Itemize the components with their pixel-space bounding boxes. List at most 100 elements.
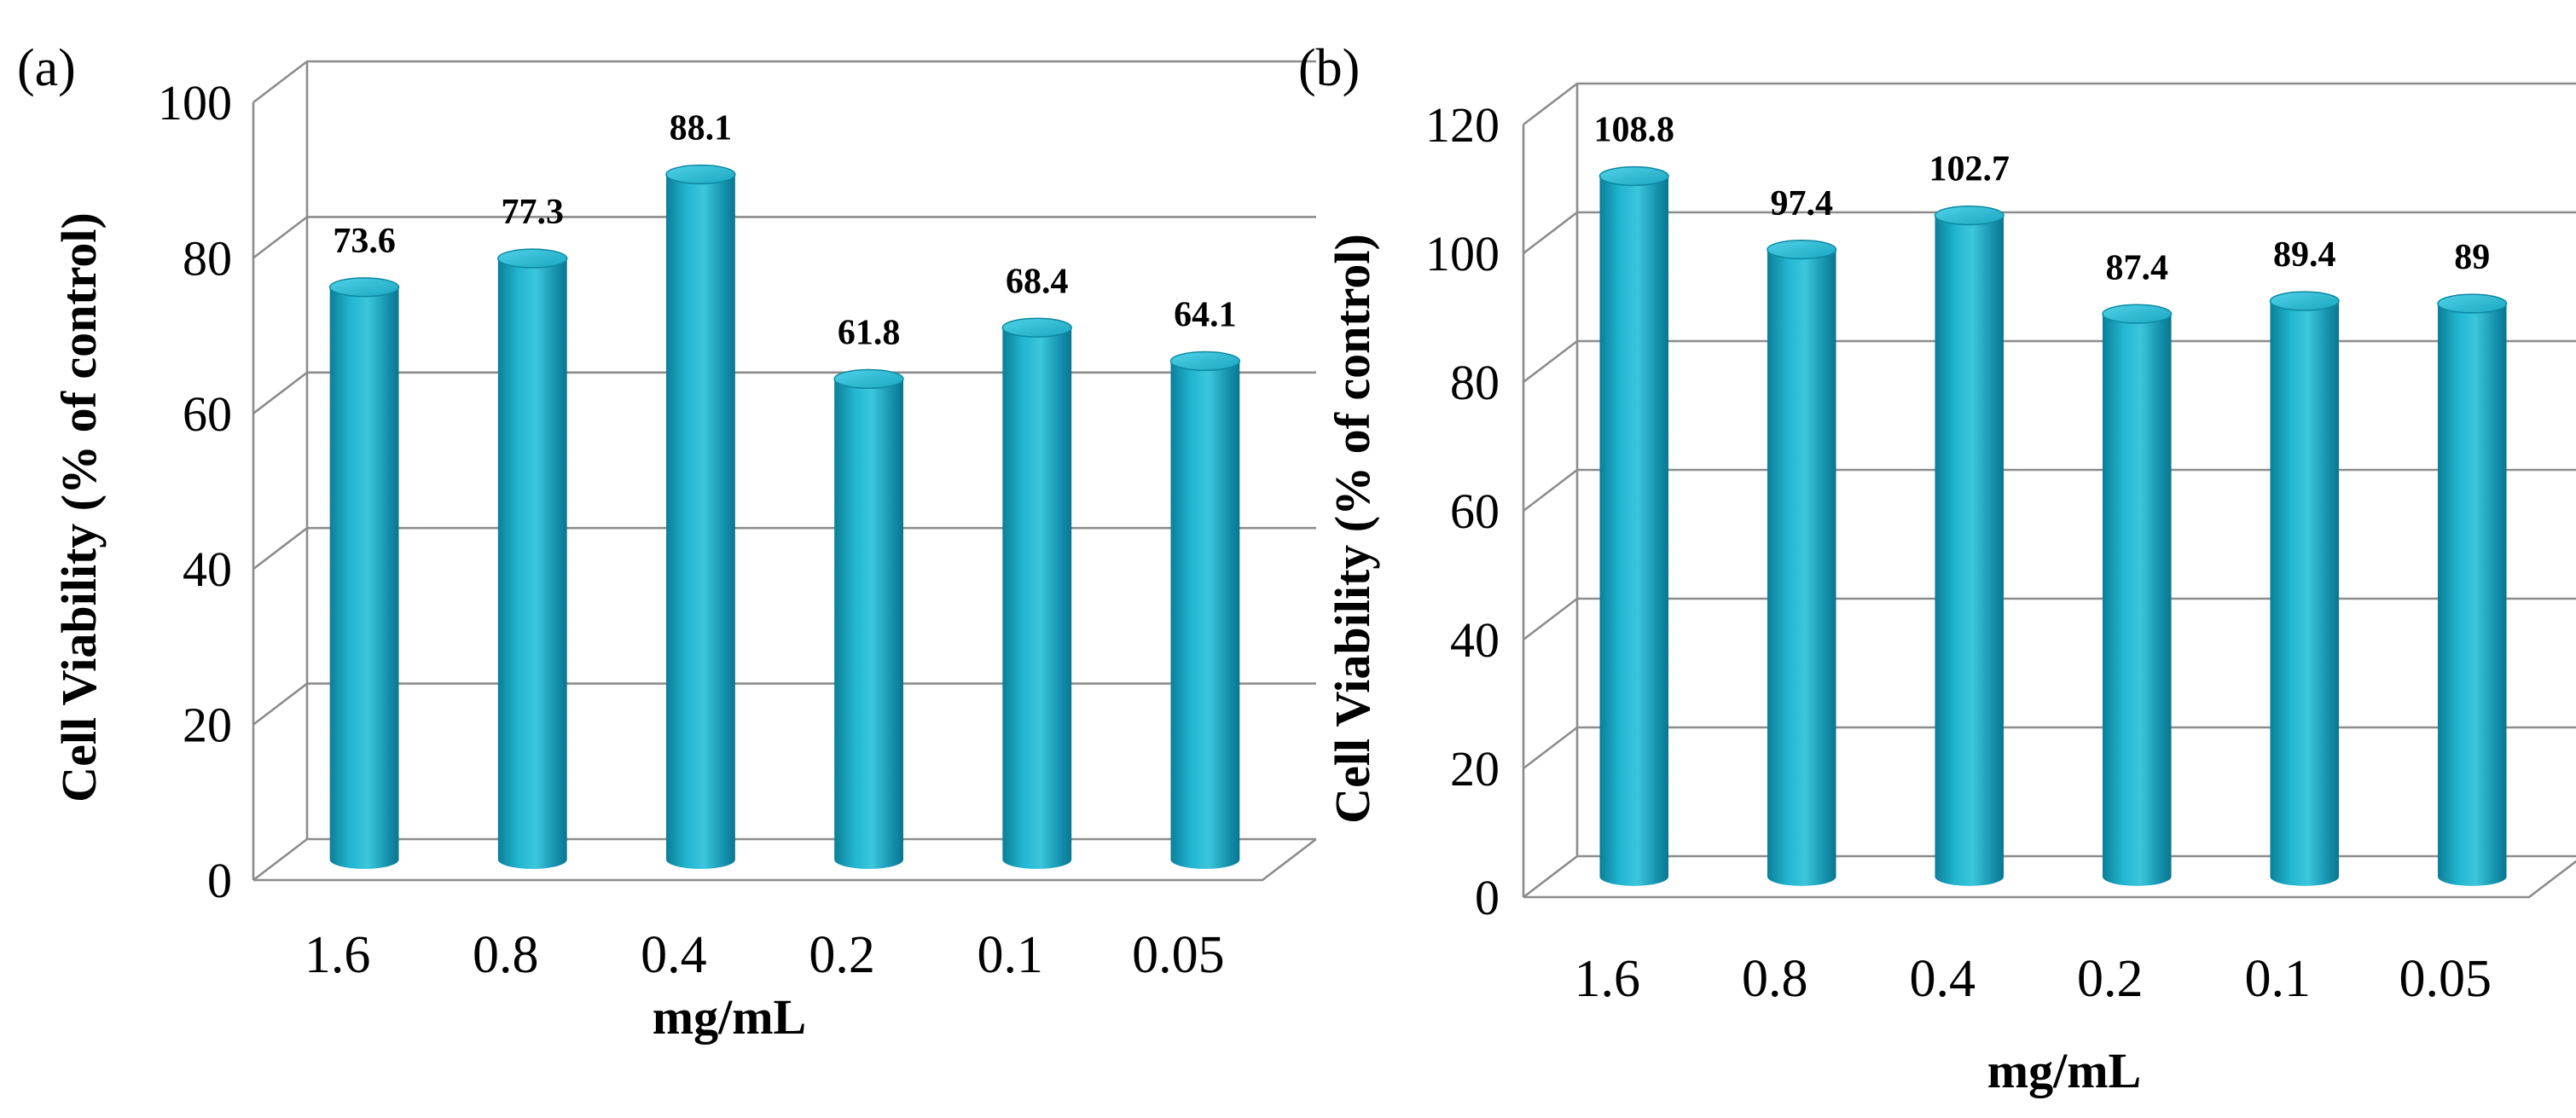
panel-b-y-tick-label: 120 <box>1425 97 1500 153</box>
bar-body <box>1599 176 1669 886</box>
panel-b-bar <box>2269 291 2340 886</box>
panel-a-data-label: 77.3 <box>502 193 565 232</box>
panel-a-x-tick-label: 0.4 <box>641 926 707 984</box>
panel-b-bar <box>1767 240 1837 886</box>
panel-a-gridlines <box>252 60 1317 882</box>
bar-body <box>1002 327 1072 869</box>
bar-cap <box>1001 317 1072 338</box>
panel-a-gridline <box>252 216 1316 259</box>
panel-b-x-tick-label: 0.4 <box>1910 950 1976 1008</box>
panel-b-gridline <box>1523 82 2576 126</box>
panel-a-data-labels: 73.6 77.3 88.1 61.8 68.4 64.1 <box>333 109 1236 353</box>
panel-a-y-axis-title: Cell Viability (% of control) <box>51 212 107 802</box>
panel-a-y-tick-label: 60 <box>183 386 232 442</box>
panel-b-floor-edge <box>1523 860 2576 899</box>
panel-b-bar <box>2102 304 2173 886</box>
bar-cap <box>665 164 736 185</box>
bar-cap <box>1934 205 2005 226</box>
panel-a-bars <box>328 164 1241 869</box>
panel-a-gridline <box>252 682 1316 726</box>
panel-b-y-tick-labels: 0 20 40 60 80 100 120 <box>1425 97 1500 925</box>
panel-b-y-tick-label: 40 <box>1450 612 1500 668</box>
panel-b-x-tick-labels: 1.6 0.8 0.4 0.2 0.1 0.05 <box>1575 950 2492 1008</box>
panel-a-bar <box>665 164 736 869</box>
panel-a-data-label: 64.1 <box>1174 295 1237 334</box>
bar-cap <box>497 248 568 269</box>
panel-a-gridline <box>252 837 1316 882</box>
bar-body <box>329 287 399 869</box>
bar-body <box>2270 301 2340 886</box>
panel-a-x-tick-label: 0.1 <box>978 926 1044 984</box>
panel-b-y-tick-label: 100 <box>1425 226 1500 281</box>
panel-a-bar <box>1001 317 1072 869</box>
bar-body <box>1767 249 1836 886</box>
panel-b-x-tick-label: 1.6 <box>1575 950 1641 1008</box>
panel-b-data-labels: 108.8 97.4 102.7 87.4 89.4 89 <box>1594 111 2491 288</box>
bar-cap <box>328 277 400 298</box>
panel-b-data-label: 89.4 <box>2273 235 2336 275</box>
panel-a-gridline <box>252 371 1316 414</box>
bar-cap <box>1598 165 1669 187</box>
panel-a-y-tick-label: 0 <box>207 853 232 908</box>
panel-a-y-tick-labels: 0 20 40 60 80 100 <box>158 75 232 908</box>
panel-b-bar <box>2437 293 2508 886</box>
panel-a-data-label: 61.8 <box>838 313 901 352</box>
panel-a-x-tick-labels: 1.6 0.8 0.4 0.2 0.1 0.05 <box>305 926 1225 984</box>
panel-b-bars <box>1598 165 2508 886</box>
panel-a-floor-edge <box>253 837 1317 882</box>
panel-b-x-tick-label: 0.1 <box>2245 950 2312 1008</box>
bar-cap <box>2102 304 2173 324</box>
panel-b-x-tick-label: 0.2 <box>2077 950 2144 1008</box>
bar-cap <box>833 368 904 390</box>
panel-b-y-axis-title: Cell Viability (% of control) <box>1325 234 1380 824</box>
panel-b-gridline <box>1523 339 2576 384</box>
panel-b-bar <box>1598 165 1669 886</box>
panel-a-x-tick-label: 0.05 <box>1132 926 1225 984</box>
panel-a-x-tick-label: 0.8 <box>473 926 539 984</box>
bar-cap <box>1169 350 1241 372</box>
bar-body <box>834 379 904 869</box>
panel-a-data-label: 68.4 <box>1006 262 1069 301</box>
panel-b-bar <box>1934 205 2005 886</box>
panel-b-y-tick-label: 20 <box>1450 741 1500 797</box>
panel-b-gridline <box>1523 854 2576 899</box>
bar-body <box>665 174 735 869</box>
bar-body <box>2102 314 2172 886</box>
panel-letter-a: (a) <box>17 39 76 97</box>
panel-b-data-label: 89 <box>2454 238 2490 277</box>
panel-b-y-tick-label: 0 <box>1475 870 1500 925</box>
bar-cap <box>2437 293 2508 314</box>
chart-panel-b: (b) 0 20 40 60 80 100 120 108.8 97.4 102.7 87.4 89… <box>1298 39 2576 1098</box>
bar-body <box>1935 215 2005 886</box>
chart-panel-a: (a) 0 20 40 60 80 100 73.6 77.3 88.1 61.8 68.4 64.… <box>17 39 1317 1045</box>
panel-a-bar <box>1169 350 1241 869</box>
panel-a-x-axis-title: mg/mL <box>653 989 806 1045</box>
panel-a-gridline <box>252 60 1316 104</box>
panel-a-x-tick-label: 1.6 <box>305 926 371 984</box>
bar-cap <box>2269 291 2340 311</box>
panel-a-gridline <box>252 526 1316 571</box>
bar-body <box>2437 304 2507 886</box>
panel-a-y-tick-label: 20 <box>183 698 232 753</box>
panel-a-y-tick-label: 40 <box>183 542 232 597</box>
bar-body <box>497 258 567 869</box>
panel-a-bar <box>497 248 568 869</box>
bar-cap <box>1767 240 1837 260</box>
panel-a-bar <box>833 368 904 869</box>
panel-b-data-label: 87.4 <box>2106 248 2169 287</box>
panel-b-gridline <box>1523 468 2576 513</box>
panel-b-x-tick-label: 0.05 <box>2399 950 2492 1008</box>
panel-a-y-tick-label: 80 <box>183 230 232 286</box>
panel-b-data-label: 102.7 <box>1929 150 2010 189</box>
panel-letter-b: (b) <box>1298 39 1360 97</box>
panel-b-data-label: 97.4 <box>1771 184 1834 223</box>
panel-b-y-tick-label: 60 <box>1450 484 1500 539</box>
panel-b-gridline <box>1523 597 2576 641</box>
panel-b-data-label: 108.8 <box>1594 111 1675 150</box>
panel-a-x-tick-label: 0.2 <box>809 926 875 984</box>
panel-b-x-tick-label: 0.8 <box>1742 950 1808 1008</box>
panel-b-x-axis-title: mg/mL <box>1987 1043 2141 1098</box>
panel-b-gridline <box>1523 211 2576 255</box>
panel-a-y-tick-label: 100 <box>158 75 232 130</box>
